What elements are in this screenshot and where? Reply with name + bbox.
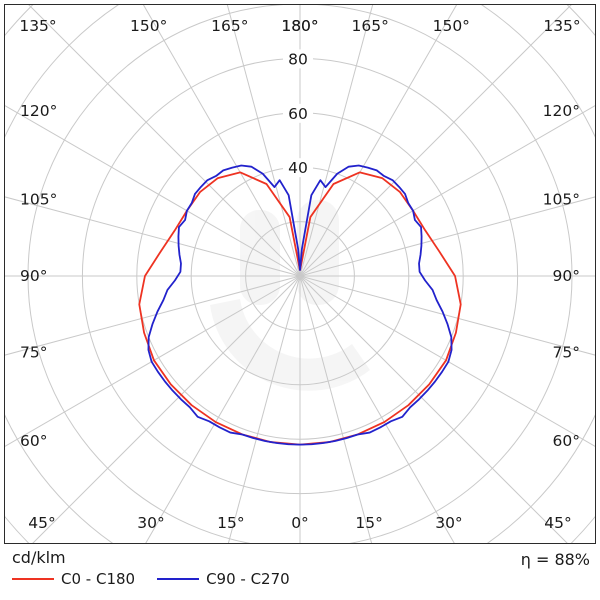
angle-tick-label: 60° [20,432,47,450]
angle-tick-label: 0° [291,514,309,532]
angle-tick-label: 90° [20,267,47,285]
grid-spoke [32,275,301,543]
legend-color-swatch [12,578,54,580]
grid-spoke [5,275,301,447]
angle-tick-label: 135° [543,17,580,35]
angle-tick-label: 90° [553,267,580,285]
legend-color-swatch [157,578,200,580]
unit-label: cd/klm [12,548,66,567]
angle-tick-label: 165° [352,17,389,35]
legend-row: C0 - C180 C90 - C270 [12,570,312,588]
grid-spoke [299,275,373,543]
legend-item[interactable]: C90 - C270 [157,570,290,588]
polar-plot-svg: 40 60 80 180° 165° 150° 135° 120° 105° 90° 75° 60°… [5,5,595,543]
grid-spoke [299,275,595,356]
angle-tick-label: 135° [19,17,56,35]
legend-area: cd/klm η = 88% C0 - C180 C90 - C270 [0,546,600,600]
efficiency-label: η = 88% [520,550,590,569]
grid-spoke [299,275,568,543]
legend-label: C90 - C270 [206,570,290,588]
legend-item[interactable]: C0 - C180 [12,570,135,588]
angle-tick-label: 75° [553,344,580,362]
grid-spoke [299,275,455,543]
radial-tick-labels: 40 60 80 [283,49,313,178]
grid-spoke [227,275,301,543]
angle-tick-label: 30° [435,514,462,532]
angle-tick-label: 180° [281,17,318,35]
angle-tick-label: 150° [433,17,470,35]
angle-tick-label: 105° [543,190,580,208]
series-curves [138,164,462,446]
grid-spoke [142,5,301,277]
series-curve [147,164,453,446]
grid-spoke [299,275,595,447]
grid-spoke [299,5,572,277]
angle-tick-label: 45° [28,514,55,532]
grid-spoke [5,196,301,277]
angular-tick-labels: 180° 165° 150° 135° 120° 105° 90° 75° 60° 45° 30° 1… [19,17,580,532]
plot-frame: 40 60 80 180° 165° 150° 135° 120° 105° 90° 75° 60°… [4,4,596,544]
grid-spoke [5,275,301,356]
label-backdrop [283,49,313,69]
angle-tick-label: 105° [20,190,57,208]
angle-tick-label: 60° [553,432,580,450]
grid-spoke [28,5,301,277]
grid-spoke [145,275,301,543]
angle-tick-label: 45° [544,514,571,532]
angle-tick-label: 75° [20,344,47,362]
radial-tick-label: 40 [288,159,308,177]
grid-spoke [299,196,595,277]
radial-tick-label: 80 [288,50,308,68]
angle-tick-label: 150° [130,17,167,35]
legend-label: C0 - C180 [61,570,136,588]
label-backdrop [283,158,313,178]
angle-tick-label: 30° [137,514,164,532]
angle-tick-label: 15° [217,514,244,532]
angle-tick-label: 180° [281,17,318,35]
angle-tick-label: 165° [211,17,248,35]
label-backdrop [283,103,313,123]
angle-tick-label: 15° [355,514,382,532]
angular-grid-spokes [5,5,595,543]
grid-spoke [299,105,595,277]
radial-tick-label: 60 [288,105,308,123]
grid-spoke [226,5,301,277]
grid-spoke [5,105,301,277]
grid-spoke [299,5,374,277]
angle-tick-label: 120° [20,102,57,120]
grid-spoke [299,5,458,277]
angle-tick-label: 120° [543,102,580,120]
